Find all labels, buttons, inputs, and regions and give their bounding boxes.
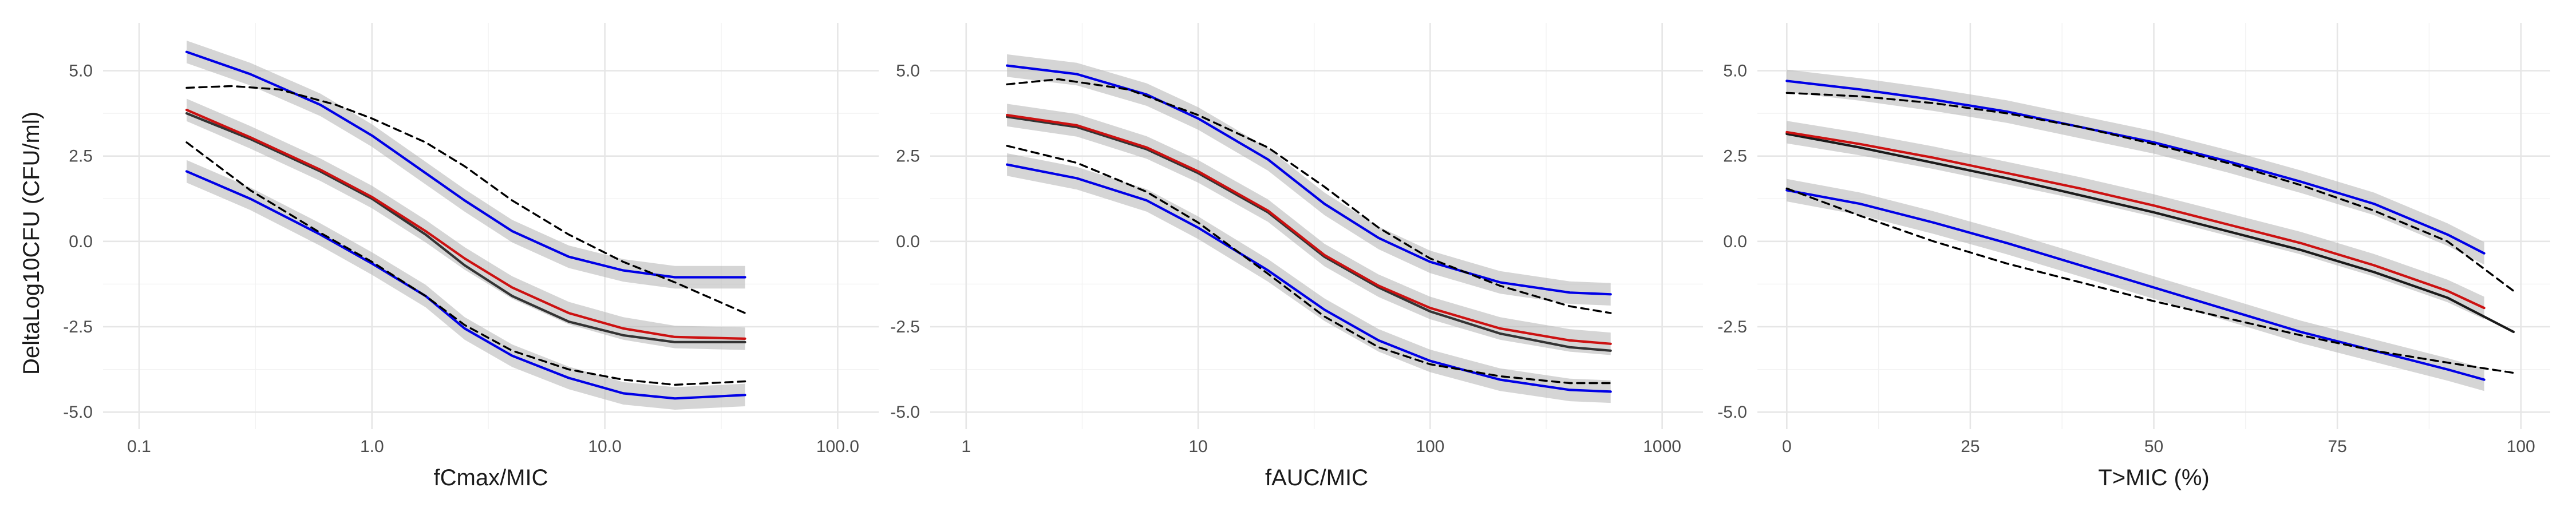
y-tick-label: -2.5 — [63, 318, 93, 336]
gridlines — [930, 23, 1703, 429]
series-line-upper-pred — [185, 85, 746, 314]
confidence-band-observed — [187, 98, 745, 350]
y-tick-label: 5.0 — [896, 62, 920, 81]
y-tick-label: 2.5 — [896, 147, 920, 166]
series-line-upper-pred — [1785, 92, 2515, 292]
series-line-lower-ci — [1785, 189, 2486, 381]
x-axis-title: fAUC/MIC — [1265, 465, 1368, 490]
series-line-upper-ci — [185, 50, 746, 279]
x-tick-label: 1000 — [1643, 437, 1681, 456]
x-tick-label: 50 — [2144, 437, 2163, 456]
y-axis-title: DeltaLog10CFU (CFU/ml) — [19, 112, 44, 375]
series-line-lower-ci — [185, 170, 746, 400]
x-tick-label: 1.0 — [360, 437, 384, 456]
series-line-fitted — [1785, 132, 2515, 334]
series-line-upper-ci — [1785, 80, 2486, 255]
series-line-fitted — [185, 112, 746, 344]
series-line-observed — [185, 109, 746, 340]
y-tick-label: 2.5 — [69, 147, 93, 166]
y-tick-label: 0.0 — [896, 232, 920, 251]
series-line-fitted — [1005, 116, 1612, 352]
series-lines — [1785, 80, 2515, 381]
series-line-observed — [1005, 114, 1612, 345]
y-tick-label: 5.0 — [69, 62, 93, 81]
confidence-band-lower-ci — [1007, 153, 1611, 403]
confidence-band-upper-ci — [1007, 54, 1611, 306]
confidence-bands — [1007, 54, 1611, 403]
confidence-band-observed — [1007, 104, 1611, 355]
x-tick-label: 100.0 — [816, 437, 859, 456]
x-tick-label: 0.1 — [127, 437, 151, 456]
y-tick-label: -2.5 — [1717, 318, 1747, 336]
x-axis-title: fCmax/MIC — [434, 465, 548, 490]
x-tick-label: 1 — [961, 437, 971, 456]
x-tick-label: 75 — [2328, 437, 2346, 456]
chart-panel-3: -5.0 -2.5 0.0 2.5 5.0 0 25 50 75 100 T>MIC (%) — [1717, 23, 2550, 490]
y-tick-label: -5.0 — [890, 403, 920, 422]
x-tick-label: 10.0 — [588, 437, 621, 456]
y-tick-label: 2.5 — [1723, 147, 1747, 166]
y-tick-label: 5.0 — [1723, 62, 1747, 81]
x-tick-label: 10 — [1188, 437, 1207, 456]
confidence-band-observed — [1787, 121, 2484, 319]
chart-panel-2: -5.0 -2.5 0.0 2.5 5.0 1 10 100 1000 fAUC/MIC — [890, 23, 1703, 490]
y-tick-label: -5.0 — [1717, 403, 1747, 422]
y-tick-label: -5.0 — [63, 403, 93, 422]
series-line-lower-pred — [185, 141, 746, 386]
series-line-observed — [1785, 130, 2486, 310]
y-tick-label: 0.0 — [1723, 232, 1747, 251]
x-tick-label: 25 — [1961, 437, 1980, 456]
y-tick-label: -2.5 — [890, 318, 920, 336]
series-lines — [185, 50, 746, 400]
series-lines — [1005, 64, 1612, 393]
series-line-lower-pred — [1006, 145, 1612, 385]
x-axis-title: T>MIC (%) — [2098, 465, 2209, 490]
y-tick-label: 0.0 — [69, 232, 93, 251]
series-line-upper-pred — [1006, 78, 1612, 314]
chart-panel-1: -5.0 -2.5 0.0 2.5 5.0 0.1 1.0 10.0 100.0 fCmax/MI… — [63, 23, 879, 490]
x-tick-label: 0 — [1782, 437, 1792, 456]
series-line-lower-pred — [1785, 187, 2515, 374]
x-tick-label: 100 — [2507, 437, 2535, 456]
series-line-lower-ci — [1005, 163, 1612, 393]
x-tick-label: 100 — [1416, 437, 1444, 456]
chart-panels: -5.0-2.50.02.55.00.1 1.0 10.0 100.0fCmax/MI… — [63, 23, 2550, 490]
